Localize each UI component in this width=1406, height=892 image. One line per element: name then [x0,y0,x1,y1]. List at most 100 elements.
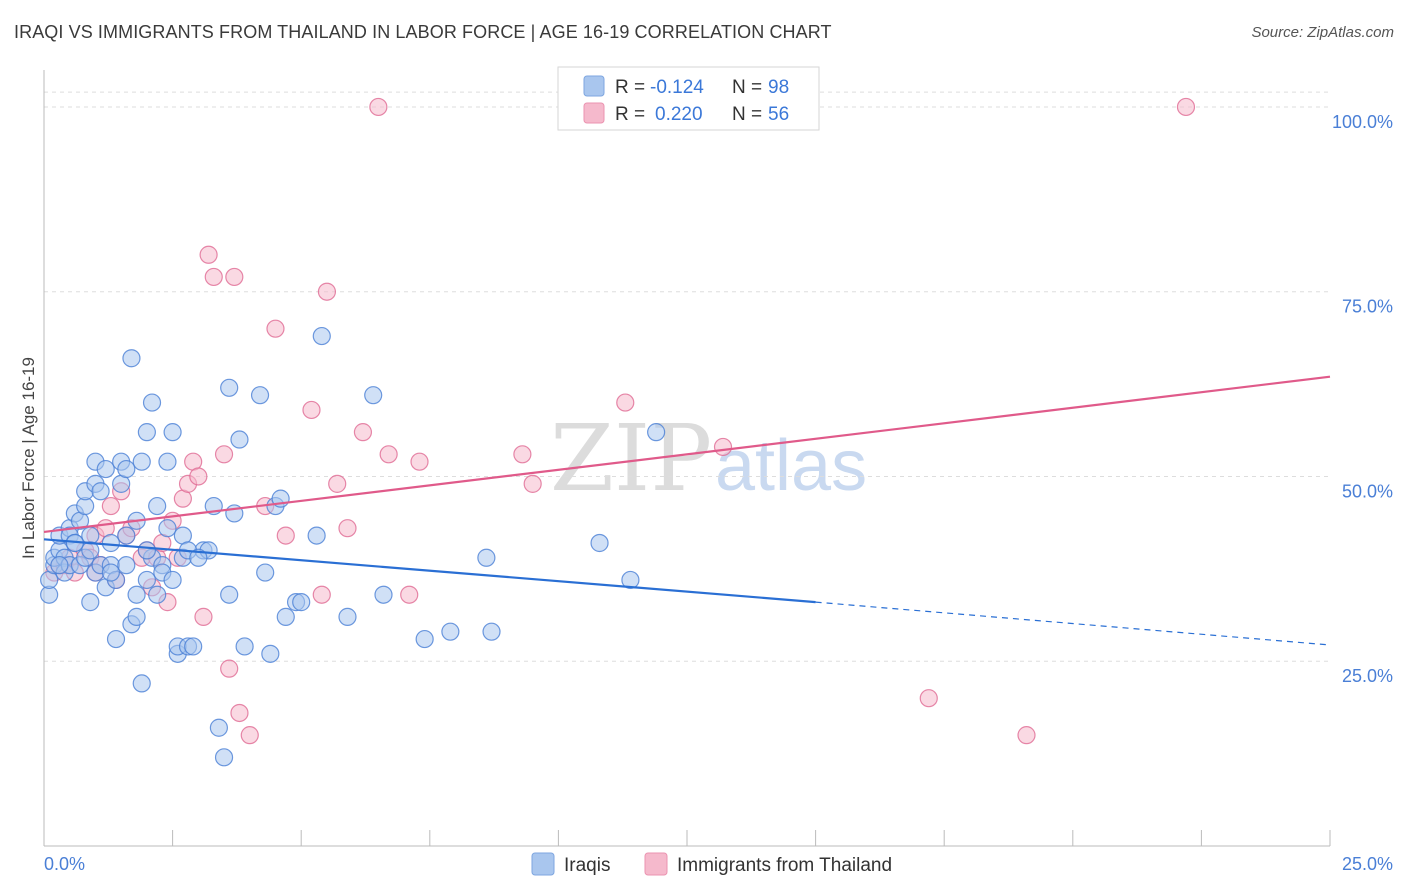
data-point-thailand [513,445,532,464]
data-point-iraqis [621,570,640,590]
data-point-iraqis [250,386,270,405]
trend-line-extension-iraqis [815,601,1331,646]
bottom-legend-label-thailand: Immigrants from Thailand [677,855,892,876]
data-point-thailand [276,526,295,545]
data-point-iraqis [158,519,177,538]
legend-n-label-iraqis: N = [732,77,762,98]
data-point-thailand [101,496,120,516]
data-point-iraqis [292,593,311,612]
data-point-thailand [220,659,239,678]
data-point-thailand [338,519,357,538]
trend-line-iraqis [43,538,816,604]
data-point-iraqis [117,459,136,479]
x-tick-label-max: 25.0% [1342,854,1393,874]
data-point-thailand [713,437,733,457]
data-point-iraqis [209,718,228,737]
data-point-thailand [400,585,419,604]
watermark-zip: ZIP [550,405,712,512]
data-point-thailand [369,97,388,117]
data-point-iraqis [235,637,254,656]
data-point-thailand [616,393,635,412]
legend-r-label-iraqis: R = [615,77,645,98]
data-point-iraqis [127,607,146,626]
data-point-iraqis [137,541,156,560]
data-point-iraqis [81,593,100,612]
data-point-iraqis [132,452,151,471]
legend-r-label-thailand: R = [615,104,645,125]
chart-title: IRAQI VS IMMIGRANTS FROM THAILAND IN LAB… [14,22,832,42]
bottom-legend-label-iraqis: Iraqis [564,855,610,876]
series-iraqis-points [40,326,666,767]
trend-lines [43,375,1331,646]
data-point-thailand [204,267,223,287]
data-point-iraqis [482,622,501,641]
data-point-iraqis [307,526,326,545]
y-tick-label: 100.0% [1332,112,1393,132]
source-label: Source: ZipAtlas.com [1251,24,1394,41]
data-point-iraqis [101,533,120,553]
legend-n-value-iraqis: 98 [768,77,789,98]
trend-line-thailand [43,375,1331,533]
data-point-thailand [225,267,244,287]
data-point-thailand [189,467,208,486]
data-point-iraqis [364,386,383,405]
data-point-iraqis [261,644,280,663]
data-point-iraqis [148,585,167,604]
data-point-iraqis [441,622,460,641]
data-point-thailand [302,400,321,420]
data-point-iraqis [132,674,151,693]
data-point-iraqis [117,526,136,545]
data-point-iraqis [214,748,234,767]
data-point-iraqis [256,563,275,582]
data-point-iraqis [127,585,146,604]
data-point-thailand [312,585,331,604]
data-point-thailand [194,607,213,626]
x-tick-label-min: 0.0% [44,854,85,874]
data-point-iraqis [312,326,331,346]
data-point-thailand [1017,726,1036,745]
watermark-atlas: atlas [715,426,867,506]
y-axis-label: In Labor Force | Age 16-19 [19,357,38,559]
data-point-thailand [266,319,285,338]
series-legend: Iraqis Immigrants from Thailand [531,852,892,876]
data-point-thailand [214,445,234,464]
data-point-iraqis [374,585,393,604]
data-point-iraqis [137,423,156,442]
data-point-iraqis [137,570,156,590]
data-point-thailand [353,423,373,442]
data-point-iraqis [163,570,182,590]
data-point-iraqis [220,585,239,604]
data-point-thailand [328,474,347,493]
y-tick-label: 25.0% [1342,666,1393,686]
y-axis-tick-labels: 25.0% 50.0% 75.0% 100.0% [1332,112,1393,686]
data-point-thailand [230,703,249,723]
data-point-iraqis [184,637,203,656]
legend-n-value-thailand: 56 [768,104,789,125]
bottom-legend-swatch-thailand [644,852,668,876]
grid [44,91,1330,662]
stats-legend: R = -0.124 N = 98 R = 0.220 N = 56 [557,66,820,131]
data-point-iraqis [590,533,609,553]
data-point-thailand [240,726,259,745]
data-point-iraqis [106,629,126,649]
data-point-iraqis [148,496,167,516]
data-point-iraqis [338,607,357,626]
data-point-iraqis [117,556,136,575]
data-point-thailand [410,452,429,471]
data-point-iraqis [230,430,249,449]
y-tick-label: 75.0% [1342,297,1393,317]
data-point-thailand [379,445,398,464]
data-point-iraqis [142,393,162,412]
data-point-iraqis [276,607,295,626]
data-point-iraqis [158,452,177,471]
data-point-thailand [523,474,542,493]
data-point-iraqis [163,423,182,442]
data-point-thailand [199,245,218,264]
legend-r-value-iraqis: -0.124 [650,77,704,98]
data-point-iraqis [81,541,100,560]
legend-swatch-thailand [583,102,605,124]
legend-swatch-iraqis [583,75,605,97]
data-point-iraqis [96,459,115,479]
data-point-thailand [1176,97,1196,117]
